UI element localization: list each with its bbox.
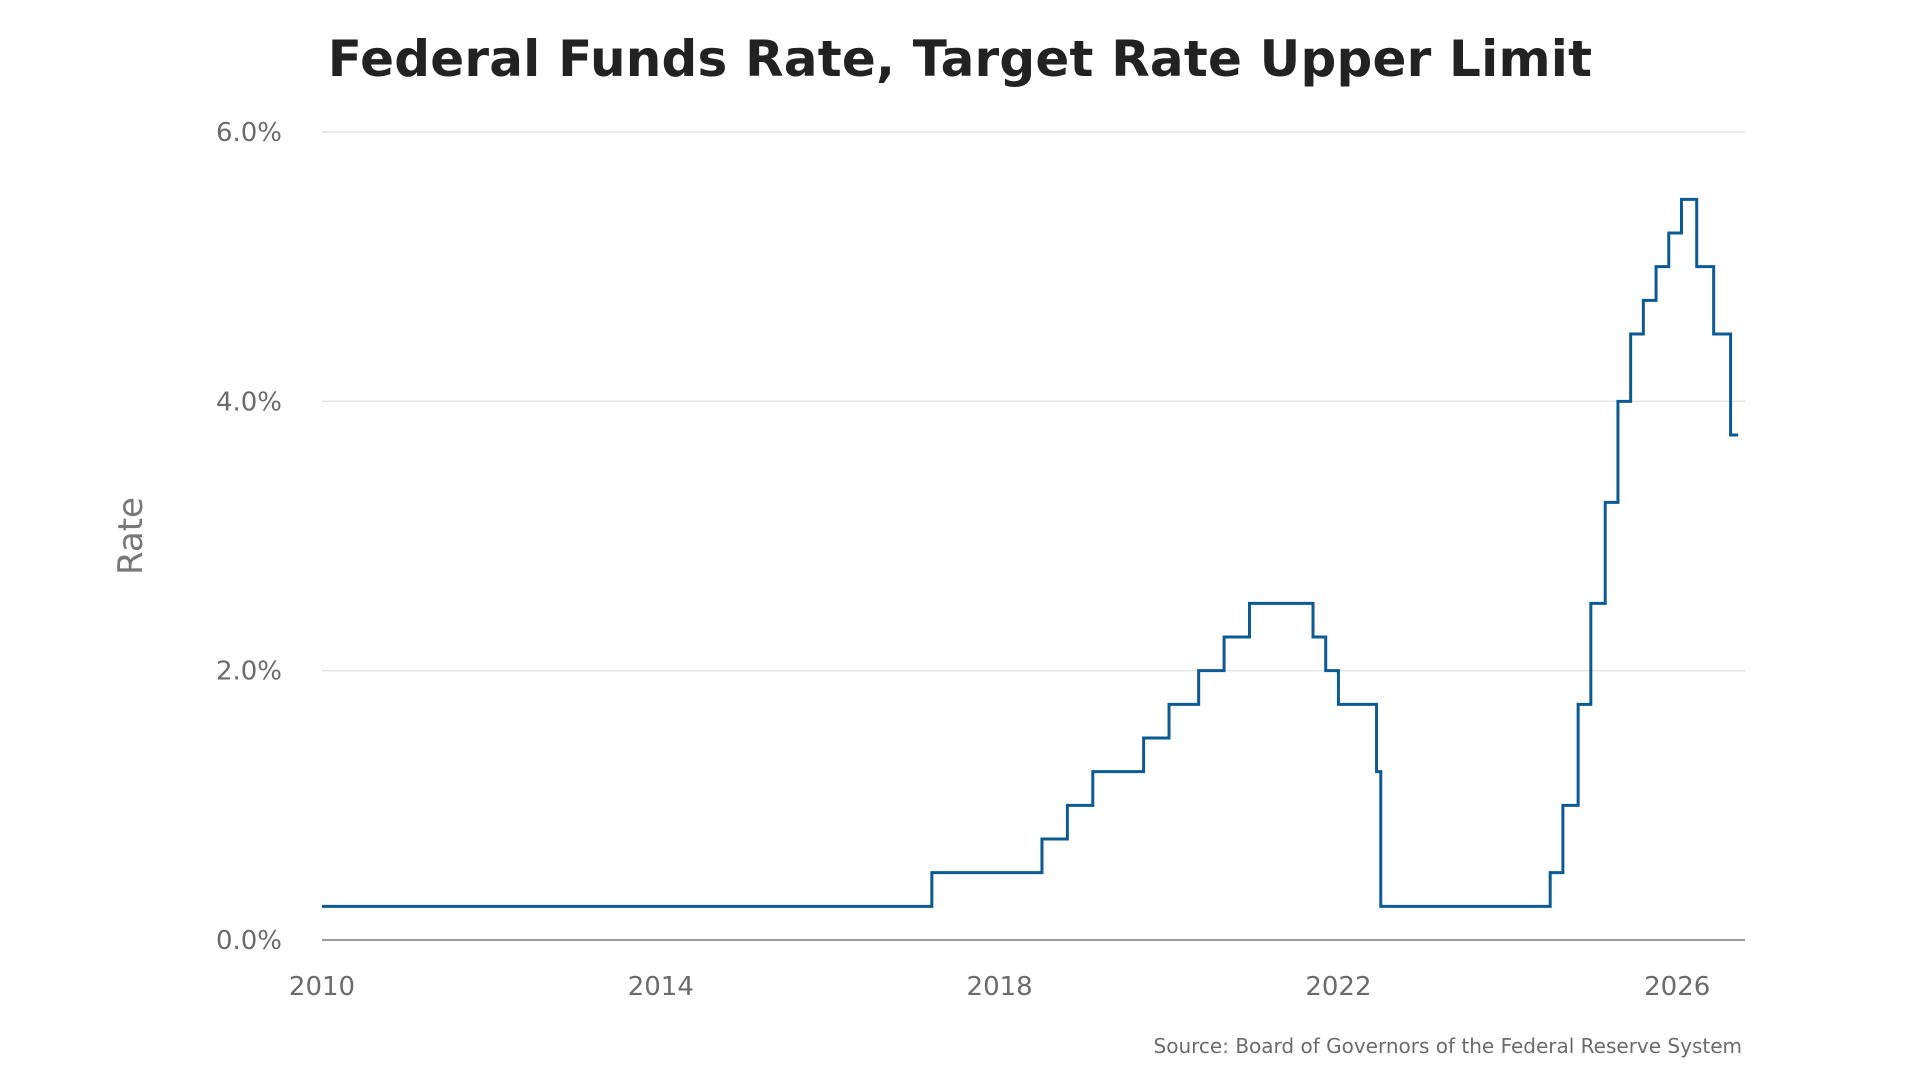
x-tick-label: 2014 xyxy=(628,972,694,1002)
x-tick-label: 2022 xyxy=(1305,972,1371,1002)
x-tick-label: 2010 xyxy=(289,972,355,1002)
chart-title: Federal Funds Rate, Target Rate Upper Li… xyxy=(327,30,1593,88)
y-axis-label: Rate xyxy=(111,497,151,575)
y-tick-label: 6.0% xyxy=(216,118,282,148)
x-tick-label: 2018 xyxy=(967,972,1033,1002)
y-tick-label: 4.0% xyxy=(216,387,282,417)
x-tick-label: 2026 xyxy=(1644,972,1710,1002)
y-tick-label: 0.0% xyxy=(216,926,282,956)
y-tick-label: 2.0% xyxy=(216,657,282,687)
series-line xyxy=(322,197,1739,908)
source-note: Source: Board of Governors of the Federa… xyxy=(1153,1034,1742,1058)
